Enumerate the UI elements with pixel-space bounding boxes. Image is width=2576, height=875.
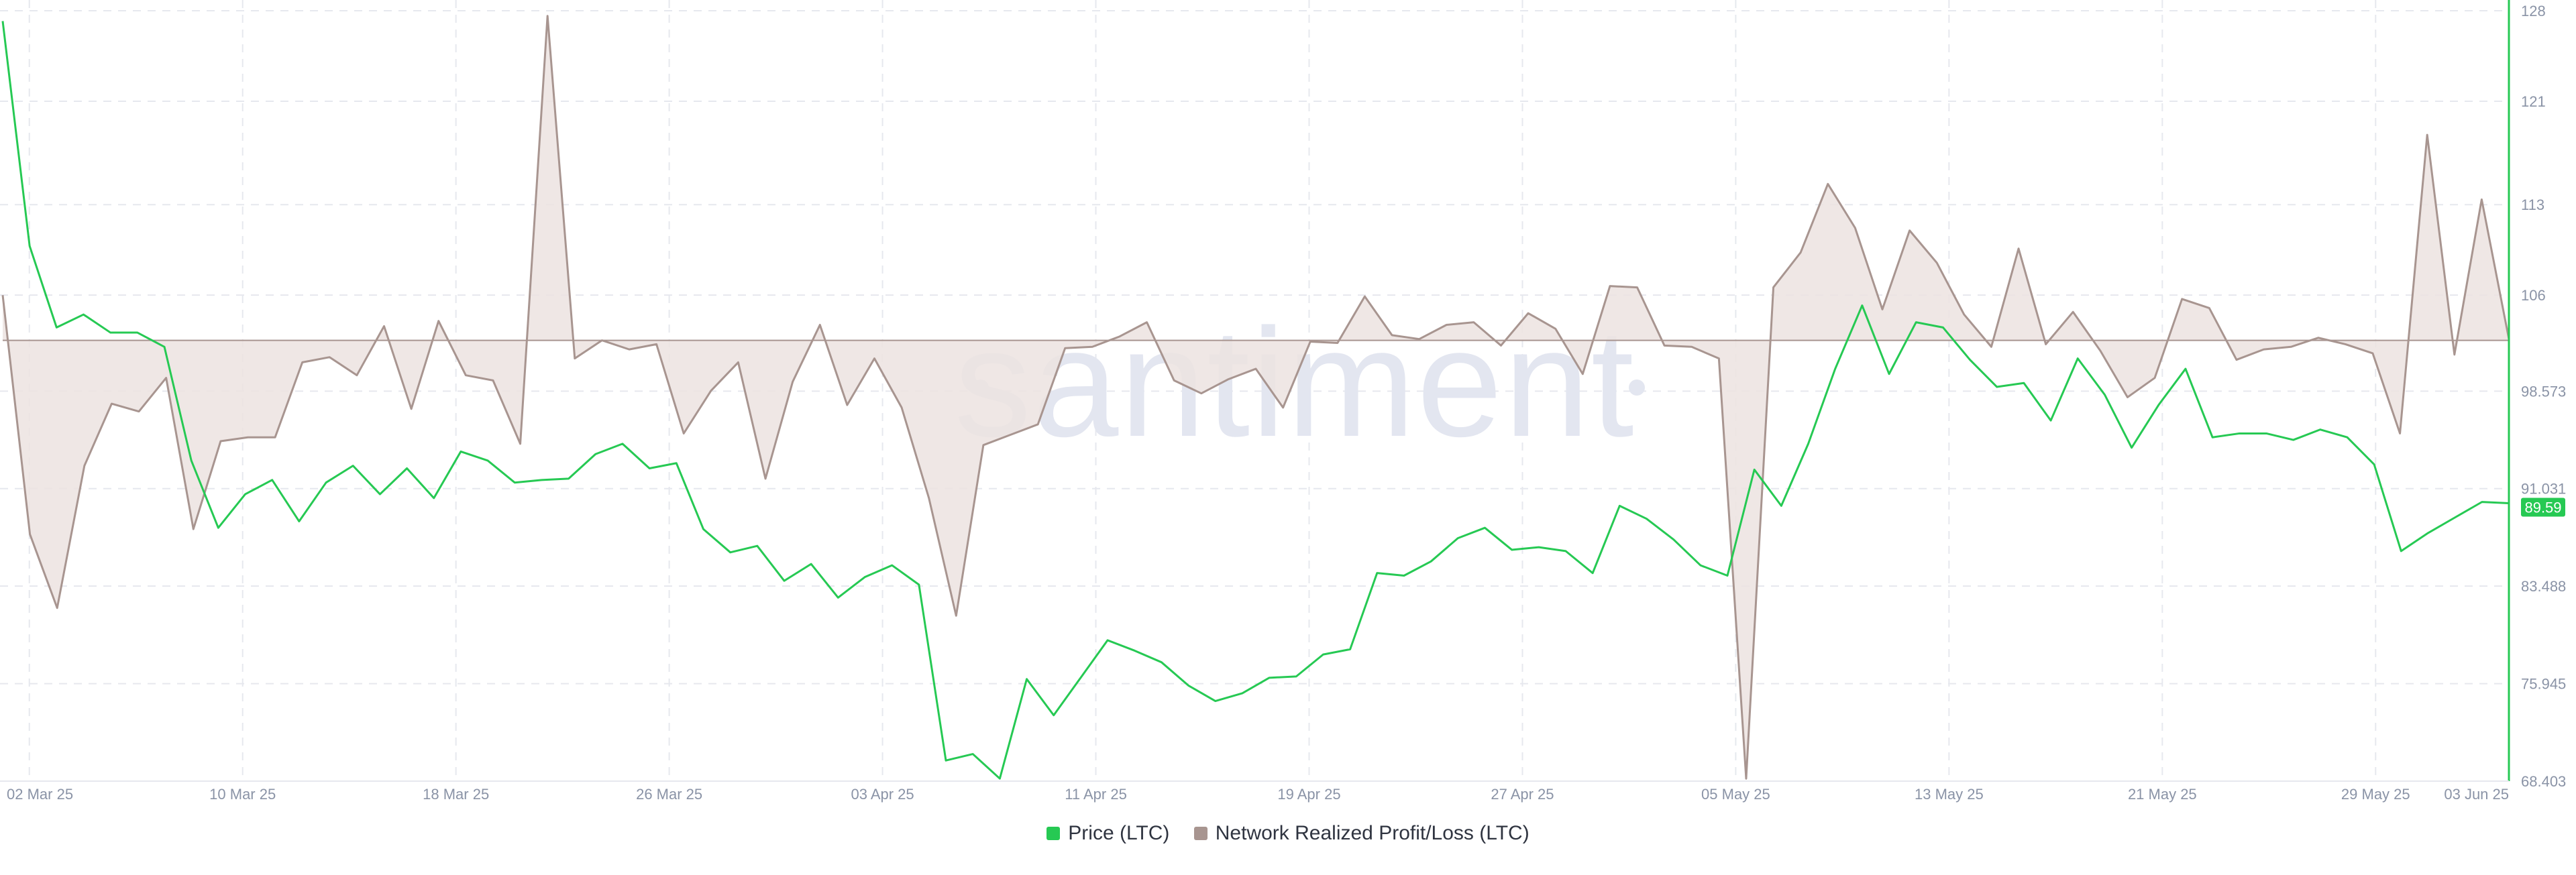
price-line bbox=[1, 21, 2510, 780]
y-axis-labels: 128 121 113 106 98.573 91.031 83.488 75.945 68.4… bbox=[2521, 3, 2566, 790]
profit-loss-layer bbox=[1, 15, 2510, 780]
y-tick-label: 128 bbox=[2521, 3, 2546, 19]
x-tick-label: 27 Apr 25 bbox=[1491, 786, 1554, 803]
y-tick-label: 98.573 bbox=[2521, 383, 2566, 400]
x-tick-label: 29 May 25 bbox=[2341, 786, 2410, 803]
x-tick-label: 19 Apr 25 bbox=[1277, 786, 1340, 803]
x-tick-label: 03 Jun 25 bbox=[2444, 786, 2509, 803]
price-layer bbox=[1, 21, 2510, 780]
price-badge-bg bbox=[2521, 498, 2565, 517]
profit-loss-line bbox=[1, 15, 2510, 780]
legend-label-profit-loss: Network Realized Profit/Loss (LTC) bbox=[1215, 822, 1529, 844]
axis-layer bbox=[0, 0, 2510, 782]
x-tick-label: 11 Apr 25 bbox=[1065, 786, 1127, 803]
y-tick-label: 121 bbox=[2521, 93, 2546, 110]
price-badge-label: 89.59 bbox=[2524, 500, 2561, 516]
x-tick-label: 05 May 25 bbox=[1701, 786, 1770, 803]
y-tick-label: 68.403 bbox=[2521, 773, 2566, 790]
price-badge: 89.59 bbox=[2521, 498, 2565, 517]
x-tick-label: 26 Mar 25 bbox=[636, 786, 702, 803]
x-tick-label: 21 May 25 bbox=[2128, 786, 2197, 803]
legend-item-profit-loss[interactable]: Network Realized Profit/Loss (LTC) bbox=[1193, 822, 1529, 845]
x-tick-label: 03 Apr 25 bbox=[851, 786, 914, 803]
x-tick-label: 18 Mar 25 bbox=[423, 786, 489, 803]
legend: Price (LTC) Network Realized Profit/Loss… bbox=[0, 822, 2576, 845]
legend-label-price: Price (LTC) bbox=[1068, 822, 1170, 844]
legend-item-price[interactable]: Price (LTC) bbox=[1046, 822, 1169, 845]
x-tick-label: 10 Mar 25 bbox=[209, 786, 276, 803]
y-tick-label: 91.031 bbox=[2521, 481, 2566, 498]
x-axis-labels: 02 Mar 25 10 Mar 25 18 Mar 25 26 Mar 25 03 A… bbox=[7, 786, 2509, 803]
y-tick-label: 75.945 bbox=[2521, 676, 2566, 693]
x-tick-label: 13 May 25 bbox=[1915, 786, 1984, 803]
legend-swatch-profit-loss bbox=[1193, 827, 1208, 840]
profit-loss-area bbox=[3, 15, 2509, 779]
y-tick-label: 106 bbox=[2521, 287, 2546, 304]
x-tick-label: 02 Mar 25 bbox=[7, 786, 73, 803]
legend-swatch-price bbox=[1046, 827, 1061, 840]
y-tick-label: 113 bbox=[2521, 196, 2544, 213]
watermark-dot-right bbox=[1629, 380, 1645, 396]
y-tick-label: 83.488 bbox=[2521, 578, 2566, 595]
